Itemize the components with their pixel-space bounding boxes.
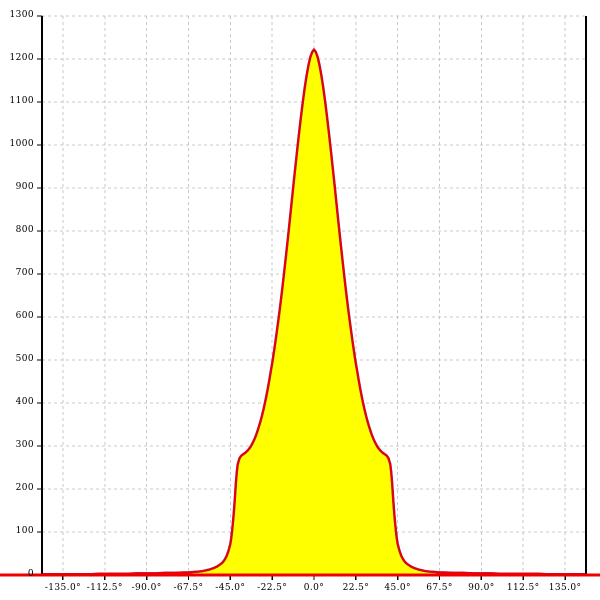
y-axis-tick-label: 100 [15,526,34,536]
x-axis-tick-label: -67.5° [173,583,204,593]
y-axis-tick-label: 0 [27,569,34,579]
y-axis-tick-label: 700 [15,268,34,278]
y-axis-tick-label: 800 [15,225,34,235]
x-axis-tick-label: -90.0° [131,583,162,593]
x-axis-tick-label: 0.0° [303,583,325,593]
x-axis-tick-label: 22.5° [342,583,370,593]
y-axis-tick-label: 1000 [9,139,34,149]
y-axis-tick-label: 300 [15,440,34,450]
x-axis-tick-label: 135.0° [548,583,582,593]
series-line-primary [40,48,588,576]
x-axis-tick-label: 112.5° [506,583,540,593]
y-axis-tick-label: 1200 [9,53,34,63]
x-axis-tick-label: -135.0° [44,583,81,593]
y-axis-tick-label: 1100 [9,96,34,106]
x-axis-tick-label: 45.0° [384,583,411,593]
y-axis-tick-label: 1300 [9,10,34,20]
x-axis-tick-label: -45.0° [215,583,246,593]
x-axis-tick-label: -112.5° [86,583,123,593]
y-axis-tick-label: 400 [15,397,34,407]
y-axis-tick-label: 200 [15,483,34,493]
x-axis-tick-label: 90.0° [468,583,495,593]
y-axis-tick-label: 900 [15,182,34,192]
x-axis-tick-label: -22.5° [257,583,288,593]
y-axis-tick-label: 600 [15,311,34,321]
x-axis-tick-label: 67.5° [426,583,453,593]
y-axis-tick-label: 500 [15,354,34,364]
area-fill [42,49,586,576]
